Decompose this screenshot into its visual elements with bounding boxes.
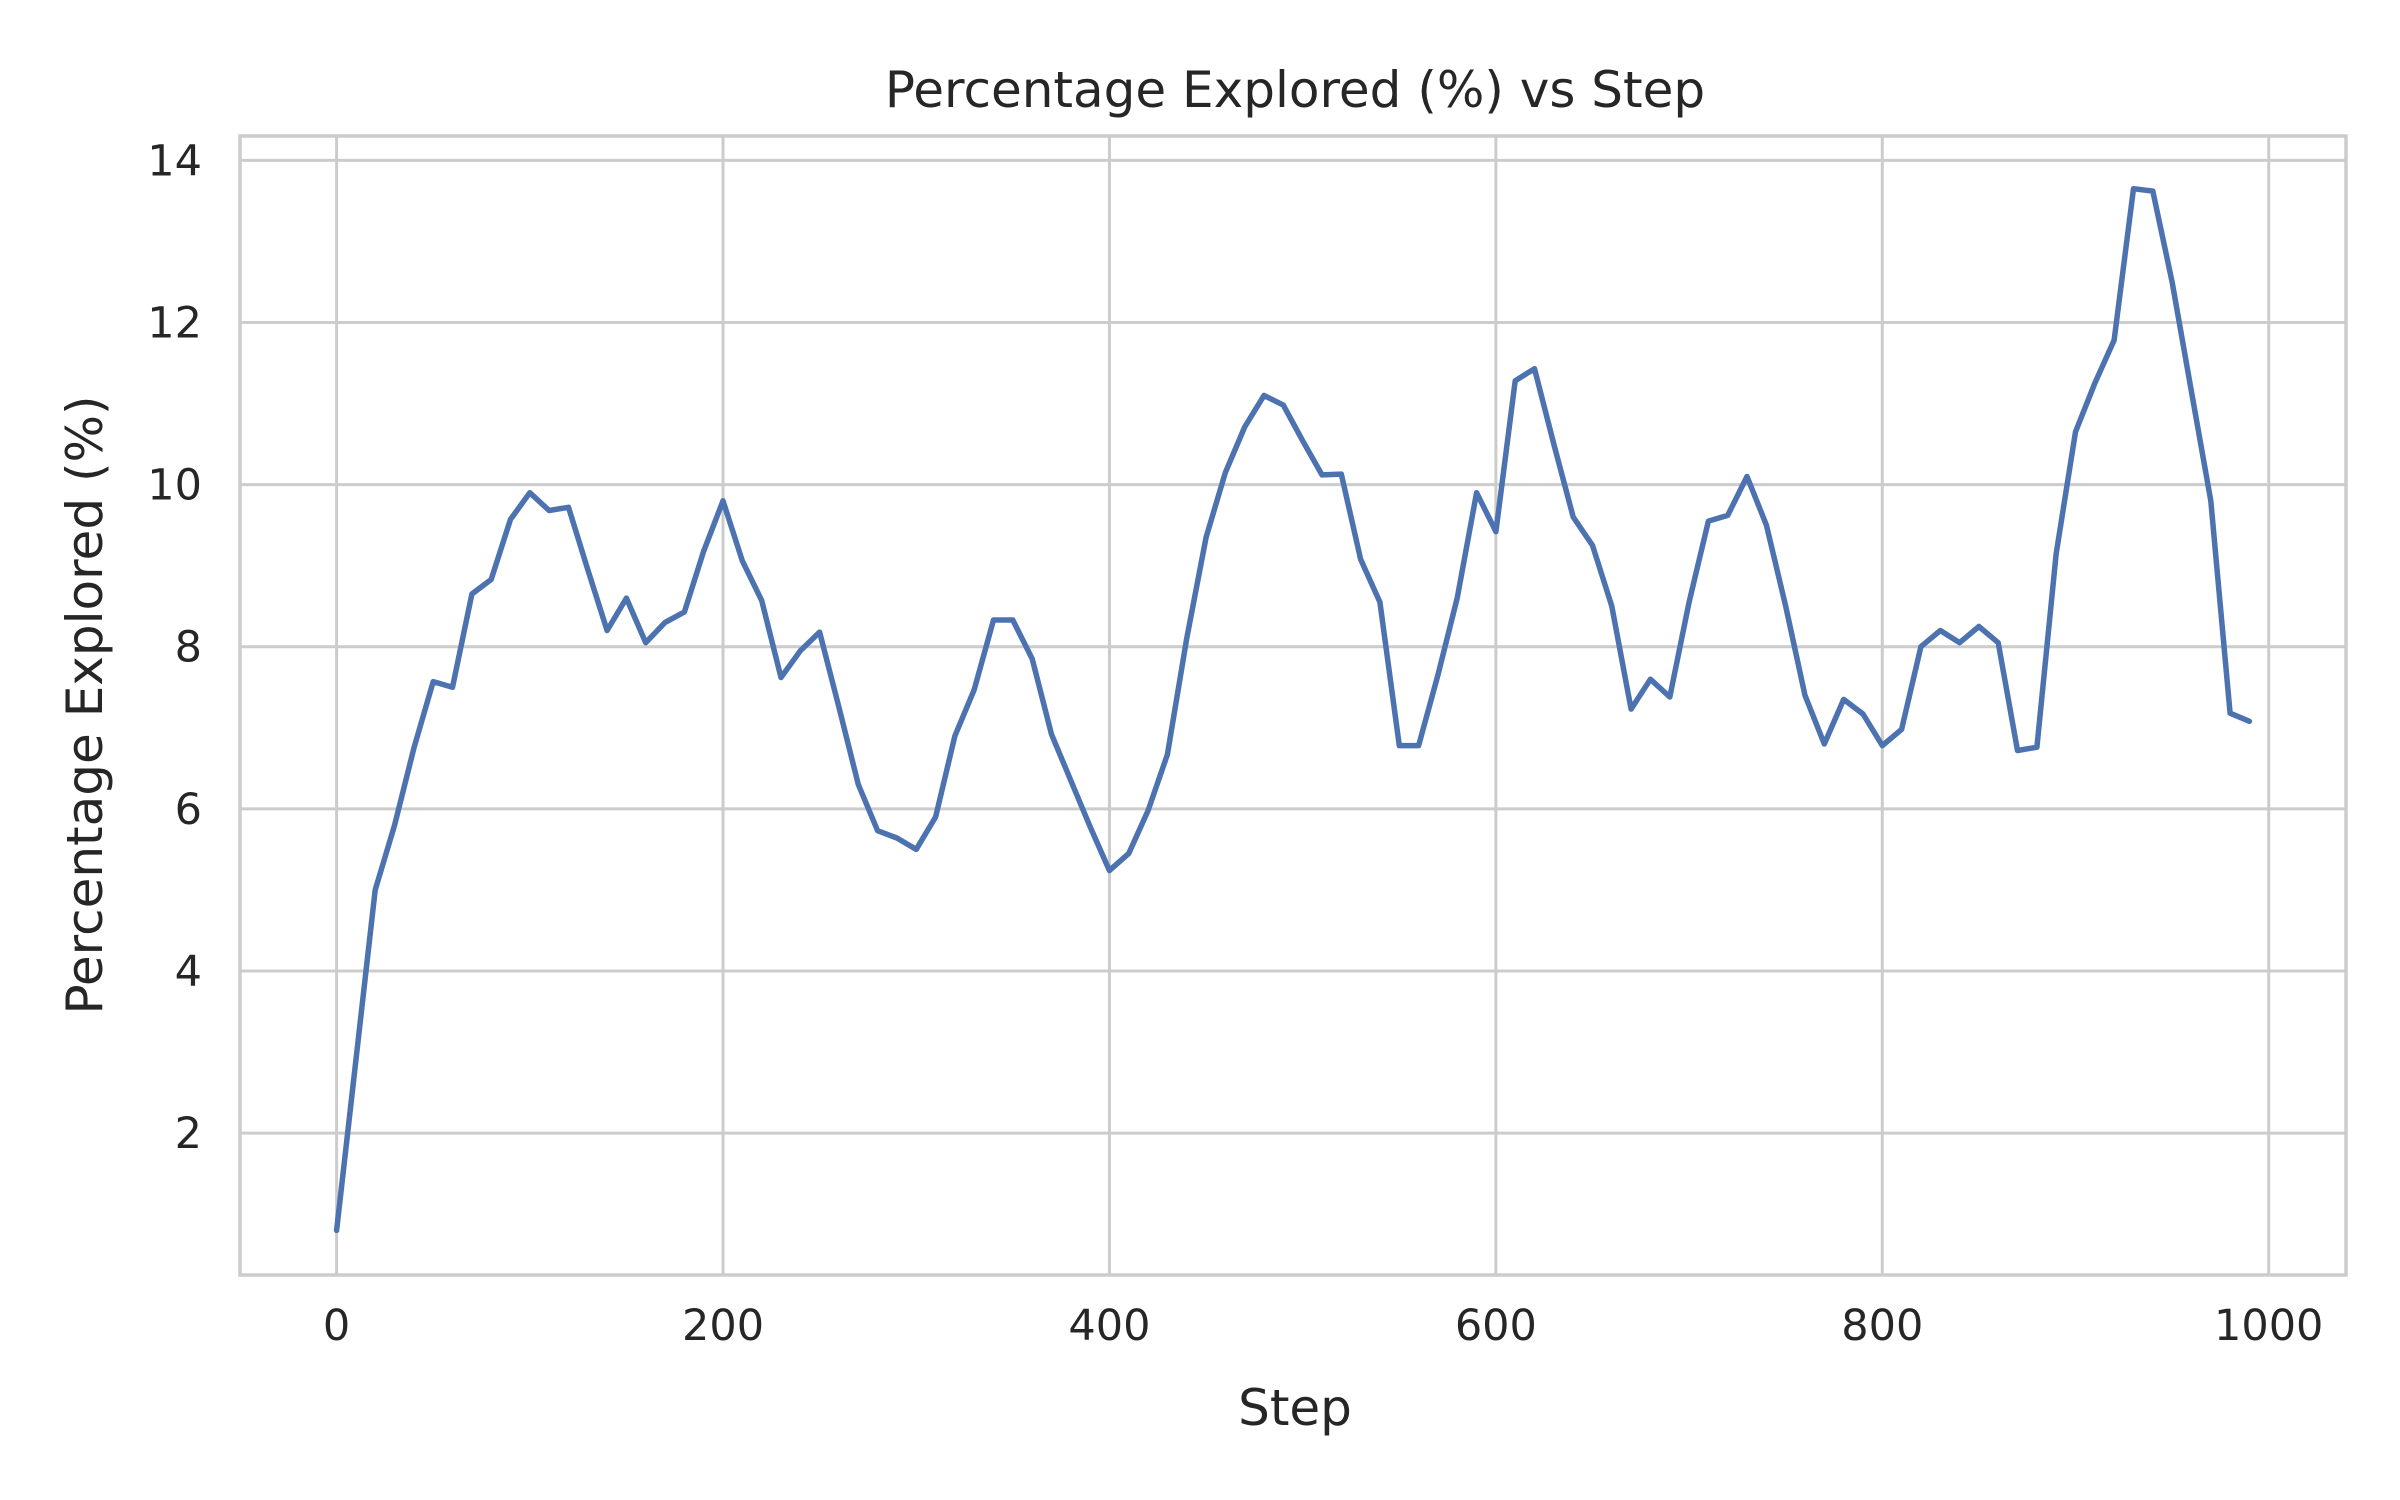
y-tick-labels: 2 4 6 8 10 12 14 xyxy=(147,136,202,1159)
y-tick-label: 8 xyxy=(175,623,202,673)
x-tick-label: 1000 xyxy=(2214,1301,2323,1351)
series-line xyxy=(333,185,2253,1234)
grid-lines xyxy=(240,136,2346,1275)
x-tick-label: 0 xyxy=(323,1301,350,1351)
series-lines xyxy=(333,185,2253,1234)
x-axis-title: Step xyxy=(1238,1379,1352,1437)
x-tick-label: 200 xyxy=(682,1301,764,1351)
y-axis-title: Percentage Explored (%) xyxy=(56,396,114,1015)
y-tick-label: 6 xyxy=(175,785,202,835)
y-tick-label: 4 xyxy=(175,947,202,997)
x-tick-labels: 0 200 400 600 800 1000 xyxy=(323,1301,2324,1351)
plot-frame xyxy=(238,134,2348,1277)
y-tick-label: 10 xyxy=(147,461,202,511)
x-tick-label: 400 xyxy=(1068,1301,1150,1351)
y-tick-label: 12 xyxy=(147,298,202,348)
x-tick-label: 800 xyxy=(1841,1301,1923,1351)
y-tick-label: 14 xyxy=(147,136,202,186)
y-tick-label: 2 xyxy=(175,1109,202,1159)
x-tick-label: 600 xyxy=(1455,1301,1537,1351)
chart-title: Percentage Explored (%) vs Step xyxy=(885,61,1705,119)
